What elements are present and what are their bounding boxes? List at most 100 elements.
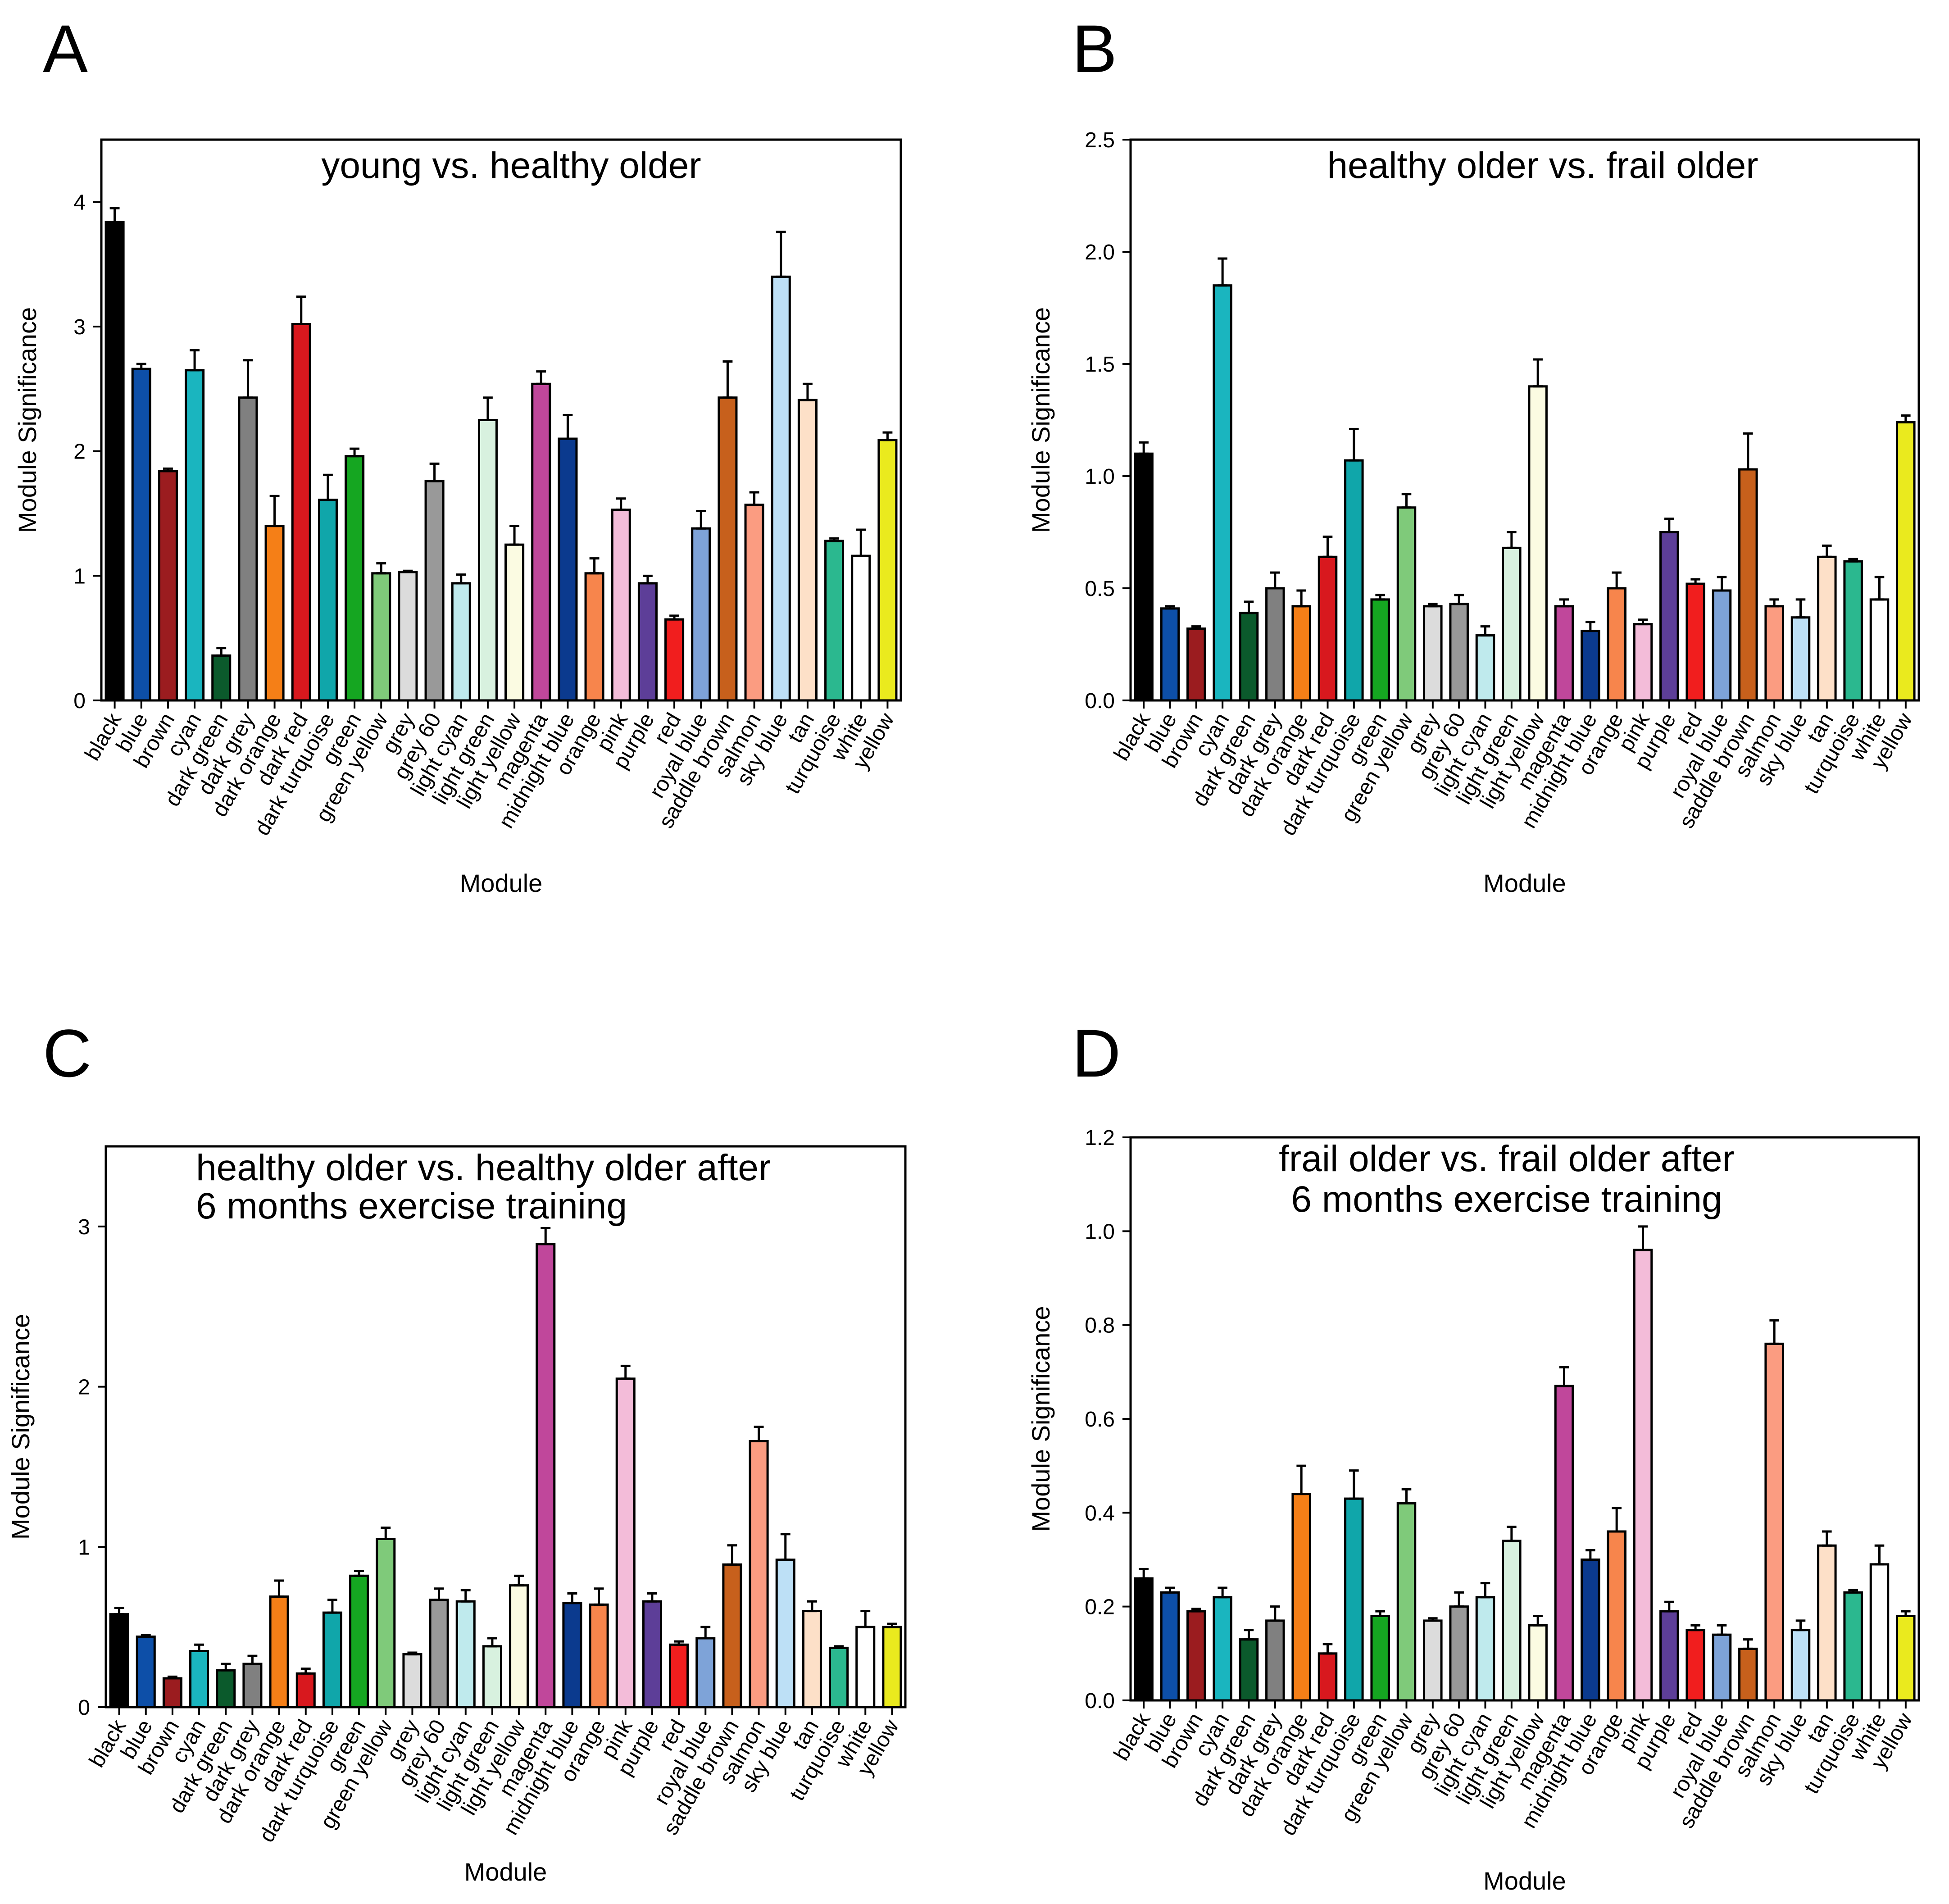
bar-purple (1659, 531, 1679, 702)
bar-grey (1423, 1619, 1443, 1702)
bar-midnight-blue (562, 1602, 582, 1709)
error-bar-sky-blue (780, 1533, 791, 1561)
bar-light-green (482, 1645, 502, 1709)
error-bar-dark-orange (274, 1579, 284, 1598)
error-bar-dark-orange (1296, 1464, 1306, 1495)
bar-dark-green (1239, 1638, 1259, 1702)
bar-black (1134, 452, 1154, 702)
bar-dark-green (1239, 612, 1259, 702)
bar-royal-blue (1712, 589, 1732, 702)
y-tick-label: 0.0 (1085, 1689, 1115, 1713)
bar-dark-grey (242, 1663, 263, 1709)
bar-magenta (1554, 1385, 1574, 1702)
x-axis-label: Module (1483, 869, 1566, 897)
x-axis-label: Module (1483, 1867, 1566, 1895)
error-bar-light-green (1507, 531, 1517, 549)
error-bar-cyan (194, 1643, 204, 1652)
bar-yellow (877, 439, 898, 702)
bar-dark-orange (1291, 1493, 1311, 1702)
error-bar-dark-turquoise (1349, 427, 1359, 462)
y-tick-label: 2 (78, 1376, 90, 1400)
error-bar-grey (403, 569, 413, 573)
bar-dark-orange (269, 1595, 289, 1709)
bar-royal-blue (695, 1637, 716, 1709)
bar-royal-blue (1712, 1633, 1732, 1702)
error-bar-blue (141, 1634, 151, 1638)
bar-red (1685, 582, 1705, 702)
error-bar-magenta (1559, 598, 1569, 608)
bar-blue (1160, 1591, 1180, 1702)
error-bar-grey-60 (434, 1587, 444, 1601)
error-bar-royal-blue (1717, 1624, 1727, 1636)
bar-magenta (536, 1243, 556, 1709)
error-bar-black (1139, 1568, 1149, 1580)
error-bar-salmon (754, 1426, 764, 1443)
error-bar-green (1375, 1610, 1385, 1617)
bar-dark-red (291, 323, 311, 702)
bar-magenta (531, 382, 551, 702)
error-bar-sky-blue (1795, 598, 1806, 619)
error-bar-midnight-blue (563, 414, 573, 440)
bar-white (1869, 598, 1890, 702)
error-bar-light-yellow (514, 1574, 524, 1587)
error-bar-blue (1165, 1586, 1175, 1594)
error-bar-pink (620, 1364, 631, 1380)
y-tick-label: 0.6 (1085, 1408, 1115, 1431)
error-bar-dark-green (1244, 1629, 1254, 1641)
y-axis-label: Module Significance (6, 1314, 35, 1540)
bar-saddle-brown (1738, 468, 1758, 702)
bar-green (345, 455, 365, 702)
error-bar-white (860, 1610, 871, 1628)
bar-dark-turquoise (322, 1611, 342, 1709)
bar-light-yellow (1528, 385, 1548, 702)
error-bar-orange (1612, 571, 1622, 590)
error-bar-black (109, 207, 120, 223)
bar-light-cyan (1475, 1596, 1495, 1702)
bar-orange (1607, 587, 1626, 702)
bar-tan (1817, 555, 1837, 702)
error-bar-purple (1664, 518, 1674, 533)
error-bar-grey (1428, 1617, 1438, 1622)
bar-black (104, 221, 125, 702)
error-bar-turquoise (834, 1645, 844, 1649)
y-tick-label: 0.4 (1085, 1501, 1115, 1525)
error-bar-purple (1664, 1600, 1674, 1613)
error-bar-dark-turquoise (323, 473, 333, 501)
bar-green (349, 1574, 369, 1709)
chart-title: 6 months exercise training (1291, 1179, 1722, 1220)
bar-dark-turquoise (1344, 459, 1364, 702)
error-bar-saddle-brown (727, 1544, 737, 1566)
bar-salmon (1764, 1342, 1784, 1702)
bar-purple (637, 582, 658, 702)
error-bar-green (1375, 594, 1385, 601)
y-tick-label: 1.0 (1085, 465, 1115, 489)
bar-tan (797, 399, 818, 702)
y-tick-label: 2.0 (1085, 241, 1115, 264)
error-bar-brown (163, 467, 173, 473)
bar-brown (1186, 1610, 1206, 1702)
error-bar-dark-turquoise (1349, 1469, 1359, 1500)
bar-magenta (1554, 605, 1574, 702)
bar-light-yellow (509, 1584, 529, 1709)
bar-dark-grey (1265, 1619, 1285, 1702)
y-tick-label: 0 (73, 689, 86, 713)
bar-dark-red (295, 1672, 316, 1709)
error-bar-black (1139, 441, 1149, 455)
error-bar-royal-blue (1717, 576, 1727, 592)
bar-turquoise (829, 1646, 849, 1709)
error-bar-purple (647, 1592, 657, 1603)
bar-sky-blue (771, 275, 791, 702)
error-bar-green (350, 447, 360, 458)
bar-saddle-brown (718, 396, 738, 702)
error-bar-light-yellow (1533, 358, 1543, 388)
error-bar-light-green (482, 396, 493, 421)
error-bar-tan (1822, 1530, 1832, 1547)
y-axis-label: Module Significance (1027, 1306, 1055, 1531)
bar-dark-orange (1291, 605, 1311, 702)
bar-dark-red (1318, 555, 1338, 702)
bar-cyan (185, 369, 205, 702)
bar-light-cyan (455, 1600, 476, 1709)
bar-turquoise (824, 540, 845, 702)
error-bar-cyan (190, 349, 200, 372)
